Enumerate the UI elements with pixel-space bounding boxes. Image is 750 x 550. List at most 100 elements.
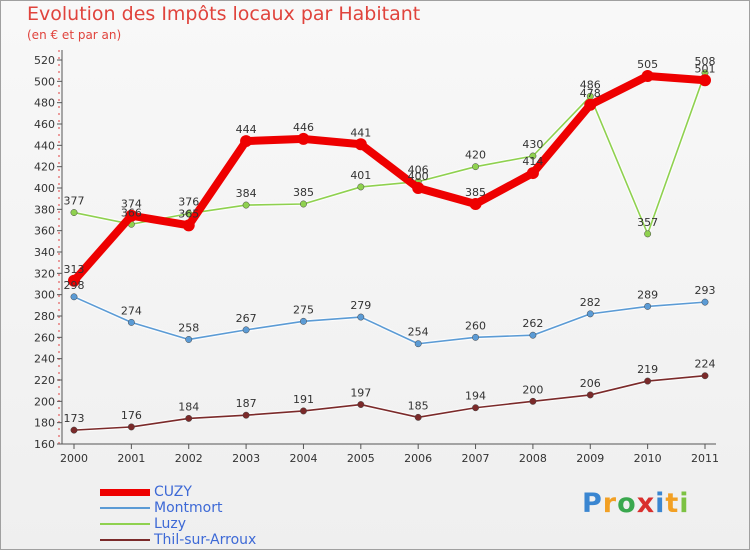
y-tick-label: 200: [34, 395, 55, 408]
data-point: [242, 326, 250, 334]
data-label: 385: [465, 186, 486, 199]
series-line-thil-sur-arroux: [73, 374, 706, 431]
data-label: 444: [236, 123, 257, 136]
logo-letter: P: [582, 488, 603, 519]
x-tick-label: 2005: [347, 452, 375, 465]
data-label: 374: [121, 198, 142, 211]
legend-item: Thil-sur-Arroux: [100, 532, 256, 548]
data-point: [586, 310, 594, 318]
data-label: 258: [178, 321, 199, 334]
chart-legend: CUZY Montmort Luzy Thil-sur-Arroux: [100, 484, 256, 548]
data-label: 191: [293, 393, 314, 406]
data-point: [70, 293, 78, 301]
legend-item: CUZY: [100, 484, 256, 500]
logo-letter: x: [636, 488, 656, 519]
data-label: 187: [236, 397, 257, 410]
legend-swatch: [100, 507, 150, 509]
data-point: [300, 407, 307, 415]
y-tick-label: 180: [34, 417, 55, 430]
data-point: [644, 377, 652, 385]
data-point: [357, 313, 365, 321]
data-label: 420: [465, 149, 486, 162]
data-label: 184: [178, 400, 199, 413]
y-tick-label: 480: [34, 97, 55, 110]
data-label: 289: [637, 288, 658, 301]
data-label: 366: [121, 206, 142, 219]
logo-letter: i: [679, 488, 690, 519]
data-label: 446: [293, 121, 314, 134]
legend-label: Thil-sur-Arroux: [154, 532, 257, 548]
data-point: [125, 209, 138, 222]
proxiti-logo: Proxiti: [582, 488, 690, 519]
data-point: [529, 152, 537, 160]
data-label: 478: [580, 87, 601, 100]
x-tick-label: 2004: [289, 452, 317, 465]
data-point: [70, 209, 78, 216]
data-label: 260: [465, 319, 486, 332]
data-point: [242, 411, 250, 419]
logo-letter: o: [617, 488, 637, 519]
data-label: 357: [637, 216, 658, 229]
data-point: [182, 219, 195, 232]
x-tick-label: 2007: [462, 452, 490, 465]
data-label: 282: [580, 296, 601, 309]
data-label: 267: [236, 312, 257, 325]
series-line-halo: [73, 294, 706, 346]
x-tick-label: 2008: [519, 452, 547, 465]
y-tick-label: 400: [34, 182, 55, 195]
y-tick-label: 280: [34, 310, 55, 323]
data-label: 384: [236, 187, 257, 200]
data-label: 293: [695, 284, 716, 297]
data-point: [586, 391, 594, 399]
data-point: [584, 98, 597, 111]
data-label: 401: [350, 169, 371, 182]
data-label: 185: [408, 399, 429, 412]
data-label: 501: [695, 62, 716, 75]
logo-letter: i: [655, 488, 666, 519]
y-tick-label: 160: [34, 438, 55, 451]
data-point: [644, 230, 652, 238]
y-tick-label: 520: [34, 54, 55, 67]
x-tick-label: 2002: [175, 452, 203, 465]
y-tick-label: 420: [34, 161, 55, 174]
series-line-cuzy: [70, 72, 709, 285]
data-label: 176: [121, 409, 142, 422]
legend-label: Luzy: [154, 516, 187, 532]
data-label: 254: [408, 326, 429, 339]
y-tick-label: 300: [34, 289, 55, 302]
data-point: [529, 397, 537, 405]
data-point: [526, 167, 539, 180]
data-label: 197: [350, 387, 371, 400]
x-tick-label: 2001: [117, 452, 145, 465]
y-tick-label: 320: [34, 267, 55, 280]
y-tick-label: 240: [34, 353, 55, 366]
data-point: [354, 138, 367, 151]
data-label: 275: [293, 303, 314, 316]
data-label: 400: [408, 170, 429, 183]
data-label: 313: [64, 263, 85, 276]
data-point: [242, 201, 250, 209]
data-point: [185, 336, 193, 343]
data-point: [469, 198, 482, 210]
data-point: [529, 331, 537, 339]
data-label: 298: [64, 279, 85, 292]
x-tick-label: 2003: [232, 452, 260, 465]
legend-label: Montmort: [154, 500, 223, 516]
data-label: 430: [522, 138, 543, 151]
data-label: 279: [350, 299, 371, 312]
data-label: 441: [350, 126, 371, 139]
data-label: 377: [64, 195, 85, 208]
data-point: [472, 404, 479, 412]
y-tick-label: 260: [34, 331, 55, 344]
x-tick-label: 2000: [60, 452, 88, 465]
y-tick-label: 380: [34, 203, 55, 216]
y-tick-label: 500: [34, 75, 55, 88]
data-point: [127, 423, 135, 431]
legend-label: CUZY: [154, 484, 192, 500]
data-label: 414: [522, 155, 543, 168]
data-label: 194: [465, 390, 486, 403]
y-tick-label: 360: [34, 225, 55, 238]
data-point: [70, 426, 78, 434]
legend-item: Montmort: [100, 500, 256, 516]
